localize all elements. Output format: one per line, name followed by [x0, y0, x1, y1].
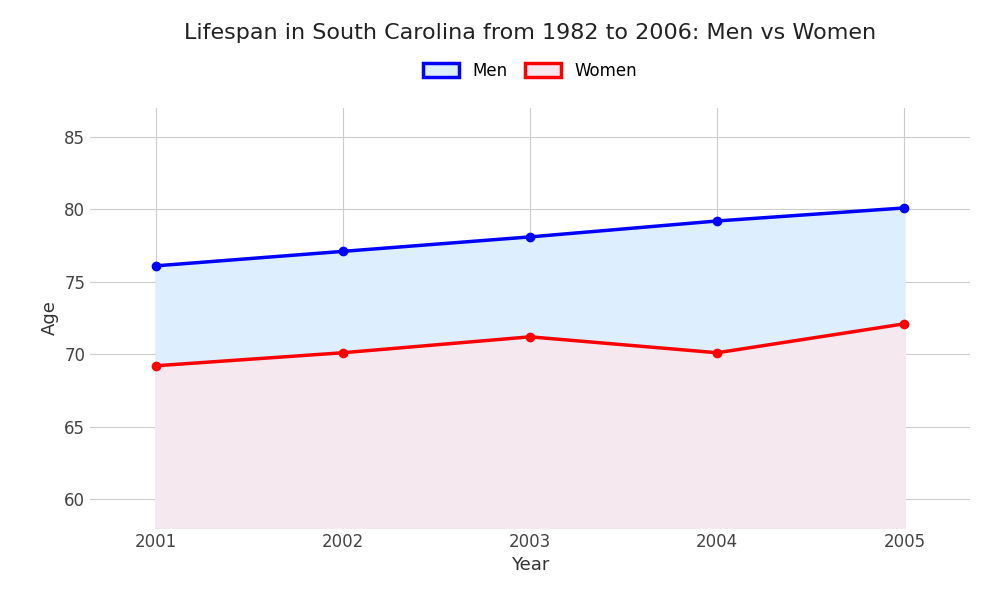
Y-axis label: Age: Age: [41, 301, 59, 335]
Legend: Men, Women: Men, Women: [423, 62, 637, 80]
X-axis label: Year: Year: [511, 556, 549, 574]
Title: Lifespan in South Carolina from 1982 to 2006: Men vs Women: Lifespan in South Carolina from 1982 to …: [184, 23, 876, 43]
